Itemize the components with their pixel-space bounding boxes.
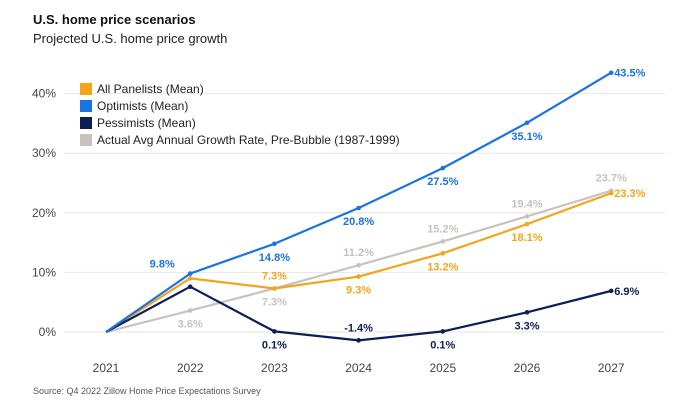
data-label: 3.6% (178, 319, 203, 331)
data-point (608, 190, 614, 196)
data-point (187, 271, 193, 276)
data-point (272, 329, 277, 334)
source-note: Source: Q4 2022 Zillow Home Price Expect… (33, 386, 261, 396)
data-label: 15.2% (427, 223, 458, 235)
data-label: 0.1% (430, 339, 455, 351)
data-label: 7.3% (262, 296, 287, 308)
data-label: 9.3% (346, 285, 371, 297)
chart-legend: All Panelists (Mean) Optimists (Mean) Pe… (80, 80, 400, 148)
data-label: 13.2% (427, 261, 458, 273)
data-point (272, 286, 277, 291)
data-point (440, 165, 446, 171)
legend-item-pre-bubble: Actual Avg Annual Growth Rate, Pre-Bubbl… (80, 131, 400, 148)
legend-label-all-panelists: All Panelists (Mean) (97, 81, 204, 96)
data-point (608, 70, 614, 76)
chart-subtitle: Projected U.S. home price growth (33, 31, 228, 46)
data-point (356, 274, 361, 279)
legend-swatch-pre-bubble (80, 133, 92, 146)
data-label: 23.3% (614, 188, 645, 200)
data-point (356, 262, 361, 268)
data-point (524, 120, 530, 126)
legend-swatch-all-panelists (80, 82, 92, 95)
data-point (524, 310, 530, 315)
y-tick-label: 20% (32, 206, 56, 220)
x-tick-label: 2026 (514, 361, 541, 375)
data-label: 3.3% (514, 320, 539, 332)
data-label: 35.1% (511, 131, 542, 143)
y-tick-label: 30% (32, 146, 56, 160)
data-point (187, 284, 193, 290)
legend-swatch-pessimists (80, 116, 92, 129)
data-label: 23.7% (596, 173, 627, 185)
legend-label-pessimists: Pessimists (Mean) (97, 115, 196, 130)
data-point (440, 251, 446, 256)
x-tick-label: 2022 (177, 361, 204, 375)
data-label: 43.5% (614, 68, 645, 80)
data-label: -1.4% (344, 322, 373, 334)
data-point (608, 288, 614, 294)
data-label: 27.5% (427, 176, 458, 188)
data-label: 14.8% (259, 252, 290, 264)
legend-label-optimists: Optimists (Mean) (97, 98, 189, 113)
data-point (524, 221, 530, 227)
legend-item-pessimists: Pessimists (Mean) (80, 114, 400, 131)
data-point (187, 308, 193, 313)
y-tick-label: 10% (32, 265, 56, 279)
data-label: 7.3% (262, 270, 287, 282)
data-point (356, 338, 361, 343)
legend-swatch-optimists (80, 99, 92, 112)
data-label: 11.2% (343, 247, 374, 259)
data-point (440, 329, 446, 334)
data-label: 18.1% (511, 232, 542, 244)
data-label: 20.8% (343, 216, 374, 228)
x-tick-label: 2021 (93, 361, 120, 375)
data-label: 6.9% (614, 286, 639, 298)
y-tick-label: 40% (32, 87, 56, 101)
legend-item-optimists: Optimists (Mean) (80, 97, 400, 114)
data-label: 9.8% (150, 259, 175, 271)
chart-title: U.S. home price scenarios (33, 12, 196, 27)
data-point (187, 276, 193, 281)
x-tick-label: 2025 (429, 361, 456, 375)
data-point (440, 239, 446, 244)
data-point (272, 241, 277, 247)
legend-label-pre-bubble: Actual Avg Annual Growth Rate, Pre-Bubbl… (97, 132, 400, 147)
x-tick-label: 2024 (345, 361, 372, 375)
x-tick-label: 2023 (261, 361, 288, 375)
x-tick-label: 2027 (598, 361, 625, 375)
data-point (356, 205, 361, 211)
legend-item-all-panelists: All Panelists (Mean) (80, 80, 400, 97)
data-label: 0.1% (262, 339, 287, 351)
y-tick-label: 0% (39, 325, 57, 339)
data-point (524, 214, 530, 219)
data-label: 19.4% (511, 198, 542, 210)
